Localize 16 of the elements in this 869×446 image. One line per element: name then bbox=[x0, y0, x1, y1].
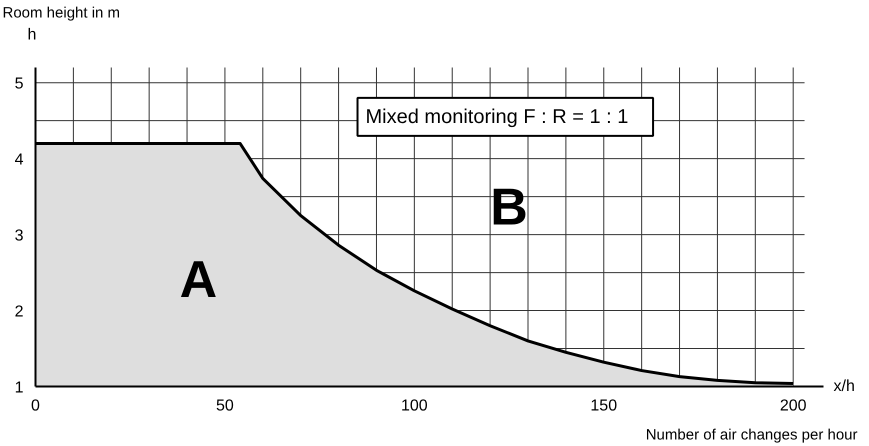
y-tick-label: 1 bbox=[14, 380, 24, 396]
text: x/h bbox=[834, 378, 855, 395]
x-tick-label: 50 bbox=[216, 398, 234, 414]
y-tick-label: 5 bbox=[14, 76, 24, 93]
annotation: A bbox=[180, 251, 218, 310]
x-tick-label: 200 bbox=[780, 398, 807, 414]
x-tick-label: 0 bbox=[31, 398, 40, 414]
x-tick-label: 150 bbox=[590, 398, 618, 414]
x-tick-label: 100 bbox=[401, 398, 428, 414]
y-tick-label: 3 bbox=[14, 228, 24, 245]
x-axis-title: Number of air changes per hour bbox=[646, 426, 858, 444]
y-tick-label: 4 bbox=[14, 152, 24, 169]
annotation: Mixed monitoring F : R = 1 : 1 bbox=[366, 106, 628, 128]
y-axis-title: Room height in m bbox=[2, 4, 120, 22]
text: h bbox=[28, 26, 36, 44]
y-tick-label: 2 bbox=[14, 304, 24, 321]
